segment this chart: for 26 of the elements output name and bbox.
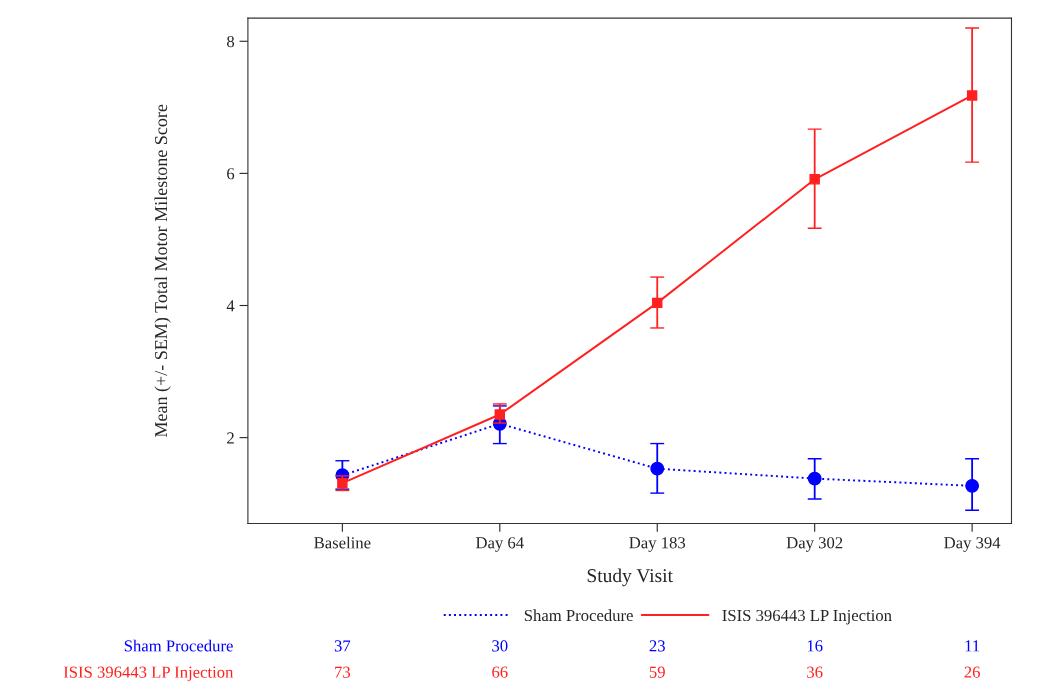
text: 30 (492, 640, 508, 652)
text: 16 (807, 640, 823, 652)
text: 59 (649, 666, 665, 678)
y-tick-label: 2 (227, 432, 234, 444)
x-tick-label: Day 302 (786, 537, 843, 552)
y-axis-title: Mean (+/- SEM) Total Motor Milestone Score (154, 104, 171, 438)
text: 37 (334, 640, 351, 652)
point (809, 174, 820, 185)
text: 36 (807, 666, 823, 678)
text: Sham Procedure (124, 639, 233, 652)
text: 11 (965, 640, 980, 652)
x-tick-label: Day 64 (475, 537, 524, 552)
text: 26 (964, 666, 980, 678)
text: 66 (492, 666, 508, 678)
x-axis-title: Study Visit (587, 568, 673, 587)
text: 23 (649, 640, 665, 652)
legend-label: ISIS 396443 LP Injection (722, 609, 892, 625)
y-tick-label: 8 (227, 35, 235, 48)
x-tick-label: Baseline (314, 536, 371, 549)
legend-label: Sham Procedure (524, 609, 633, 622)
text: ISIS 396443 LP Injection (63, 666, 234, 682)
y-tick-label: 6 (227, 168, 235, 180)
y-tick-label: 4 (226, 300, 235, 312)
x-tick-label: Day 183 (629, 537, 686, 552)
x-tick-label: Day 394 (944, 537, 1001, 552)
text: 73 (335, 666, 351, 678)
